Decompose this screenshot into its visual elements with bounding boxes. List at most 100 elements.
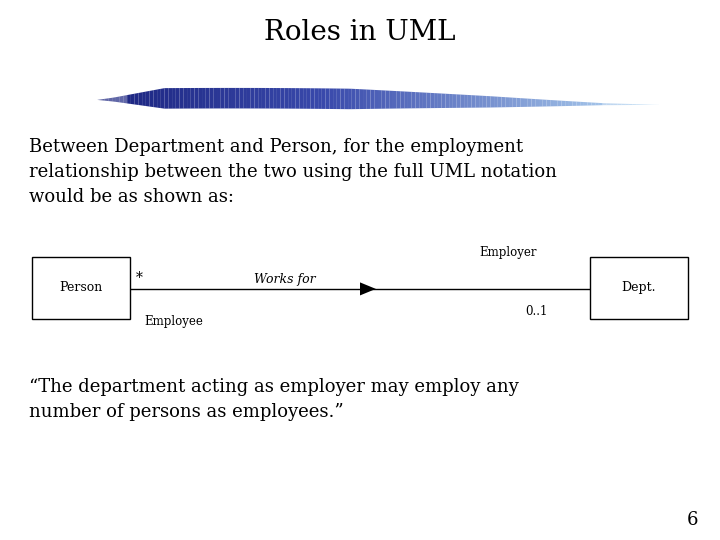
- Polygon shape: [142, 92, 146, 106]
- Bar: [590, 256, 688, 319]
- Polygon shape: [397, 91, 400, 109]
- Polygon shape: [296, 88, 300, 109]
- Polygon shape: [112, 97, 116, 102]
- Polygon shape: [562, 100, 565, 106]
- Polygon shape: [359, 89, 363, 109]
- Polygon shape: [472, 95, 475, 107]
- Polygon shape: [591, 103, 595, 105]
- Polygon shape: [644, 104, 647, 105]
- Polygon shape: [187, 88, 191, 109]
- Polygon shape: [138, 92, 142, 105]
- Polygon shape: [390, 91, 393, 109]
- Polygon shape: [374, 90, 378, 109]
- Polygon shape: [198, 88, 202, 109]
- Polygon shape: [221, 88, 225, 109]
- Polygon shape: [191, 88, 194, 109]
- Polygon shape: [487, 96, 490, 107]
- Polygon shape: [101, 99, 104, 100]
- Polygon shape: [254, 88, 258, 109]
- Polygon shape: [423, 92, 427, 108]
- Polygon shape: [131, 93, 135, 104]
- Polygon shape: [352, 89, 356, 109]
- Polygon shape: [595, 103, 599, 105]
- Polygon shape: [614, 104, 618, 105]
- Polygon shape: [300, 88, 303, 109]
- Polygon shape: [210, 88, 213, 109]
- Polygon shape: [479, 96, 483, 107]
- Polygon shape: [419, 92, 423, 108]
- Polygon shape: [599, 103, 603, 105]
- Polygon shape: [337, 89, 341, 109]
- Polygon shape: [524, 98, 528, 107]
- Polygon shape: [565, 101, 569, 106]
- Polygon shape: [258, 88, 262, 109]
- Polygon shape: [475, 96, 479, 107]
- Polygon shape: [213, 88, 217, 109]
- Polygon shape: [325, 89, 329, 109]
- Polygon shape: [633, 104, 636, 105]
- Text: Works for: Works for: [253, 273, 315, 286]
- Polygon shape: [363, 89, 366, 109]
- Polygon shape: [400, 91, 404, 109]
- Polygon shape: [464, 94, 468, 108]
- Bar: [32, 256, 130, 319]
- Polygon shape: [161, 88, 165, 109]
- Polygon shape: [277, 88, 281, 109]
- Polygon shape: [629, 104, 633, 105]
- Polygon shape: [356, 89, 359, 109]
- Polygon shape: [569, 101, 572, 106]
- Polygon shape: [281, 88, 284, 109]
- Polygon shape: [348, 89, 352, 109]
- Polygon shape: [606, 103, 610, 105]
- Text: Employer: Employer: [479, 246, 536, 259]
- Polygon shape: [97, 99, 101, 100]
- Polygon shape: [179, 88, 184, 109]
- Polygon shape: [610, 103, 614, 105]
- Polygon shape: [120, 96, 123, 103]
- Polygon shape: [366, 90, 371, 109]
- Polygon shape: [531, 99, 535, 107]
- Polygon shape: [168, 88, 172, 109]
- Polygon shape: [438, 93, 441, 108]
- Polygon shape: [135, 93, 138, 105]
- Polygon shape: [333, 89, 337, 109]
- Polygon shape: [558, 100, 562, 106]
- Polygon shape: [509, 97, 513, 107]
- Polygon shape: [284, 88, 288, 109]
- Text: “The department acting as employer may employ any
number of persons as employees: “The department acting as employer may e…: [29, 378, 518, 421]
- Polygon shape: [468, 95, 472, 108]
- Text: Person: Person: [59, 281, 103, 294]
- Polygon shape: [232, 88, 235, 109]
- Polygon shape: [109, 98, 112, 102]
- Polygon shape: [404, 91, 408, 109]
- Polygon shape: [288, 88, 292, 109]
- Polygon shape: [116, 97, 120, 103]
- Polygon shape: [415, 92, 419, 109]
- Polygon shape: [240, 88, 243, 109]
- Polygon shape: [104, 98, 109, 101]
- Polygon shape: [146, 91, 150, 106]
- Polygon shape: [235, 88, 240, 109]
- Polygon shape: [262, 88, 266, 109]
- Text: Roles in UML: Roles in UML: [264, 19, 456, 46]
- Polygon shape: [618, 104, 621, 105]
- Text: Between Department and Person, for the employment
relationship between the two u: Between Department and Person, for the e…: [29, 138, 557, 206]
- Polygon shape: [636, 104, 640, 105]
- Polygon shape: [528, 99, 531, 107]
- Polygon shape: [498, 97, 502, 107]
- Polygon shape: [449, 94, 453, 108]
- Polygon shape: [625, 104, 629, 105]
- Polygon shape: [539, 99, 543, 106]
- Polygon shape: [127, 94, 131, 104]
- Polygon shape: [640, 104, 644, 105]
- Text: 6: 6: [687, 511, 698, 529]
- Polygon shape: [460, 94, 464, 108]
- Polygon shape: [150, 90, 153, 107]
- Polygon shape: [310, 88, 315, 109]
- Text: 0..1: 0..1: [525, 305, 548, 318]
- Polygon shape: [483, 96, 487, 107]
- Polygon shape: [273, 88, 277, 109]
- Polygon shape: [408, 92, 412, 109]
- Polygon shape: [516, 98, 521, 107]
- Polygon shape: [378, 90, 382, 109]
